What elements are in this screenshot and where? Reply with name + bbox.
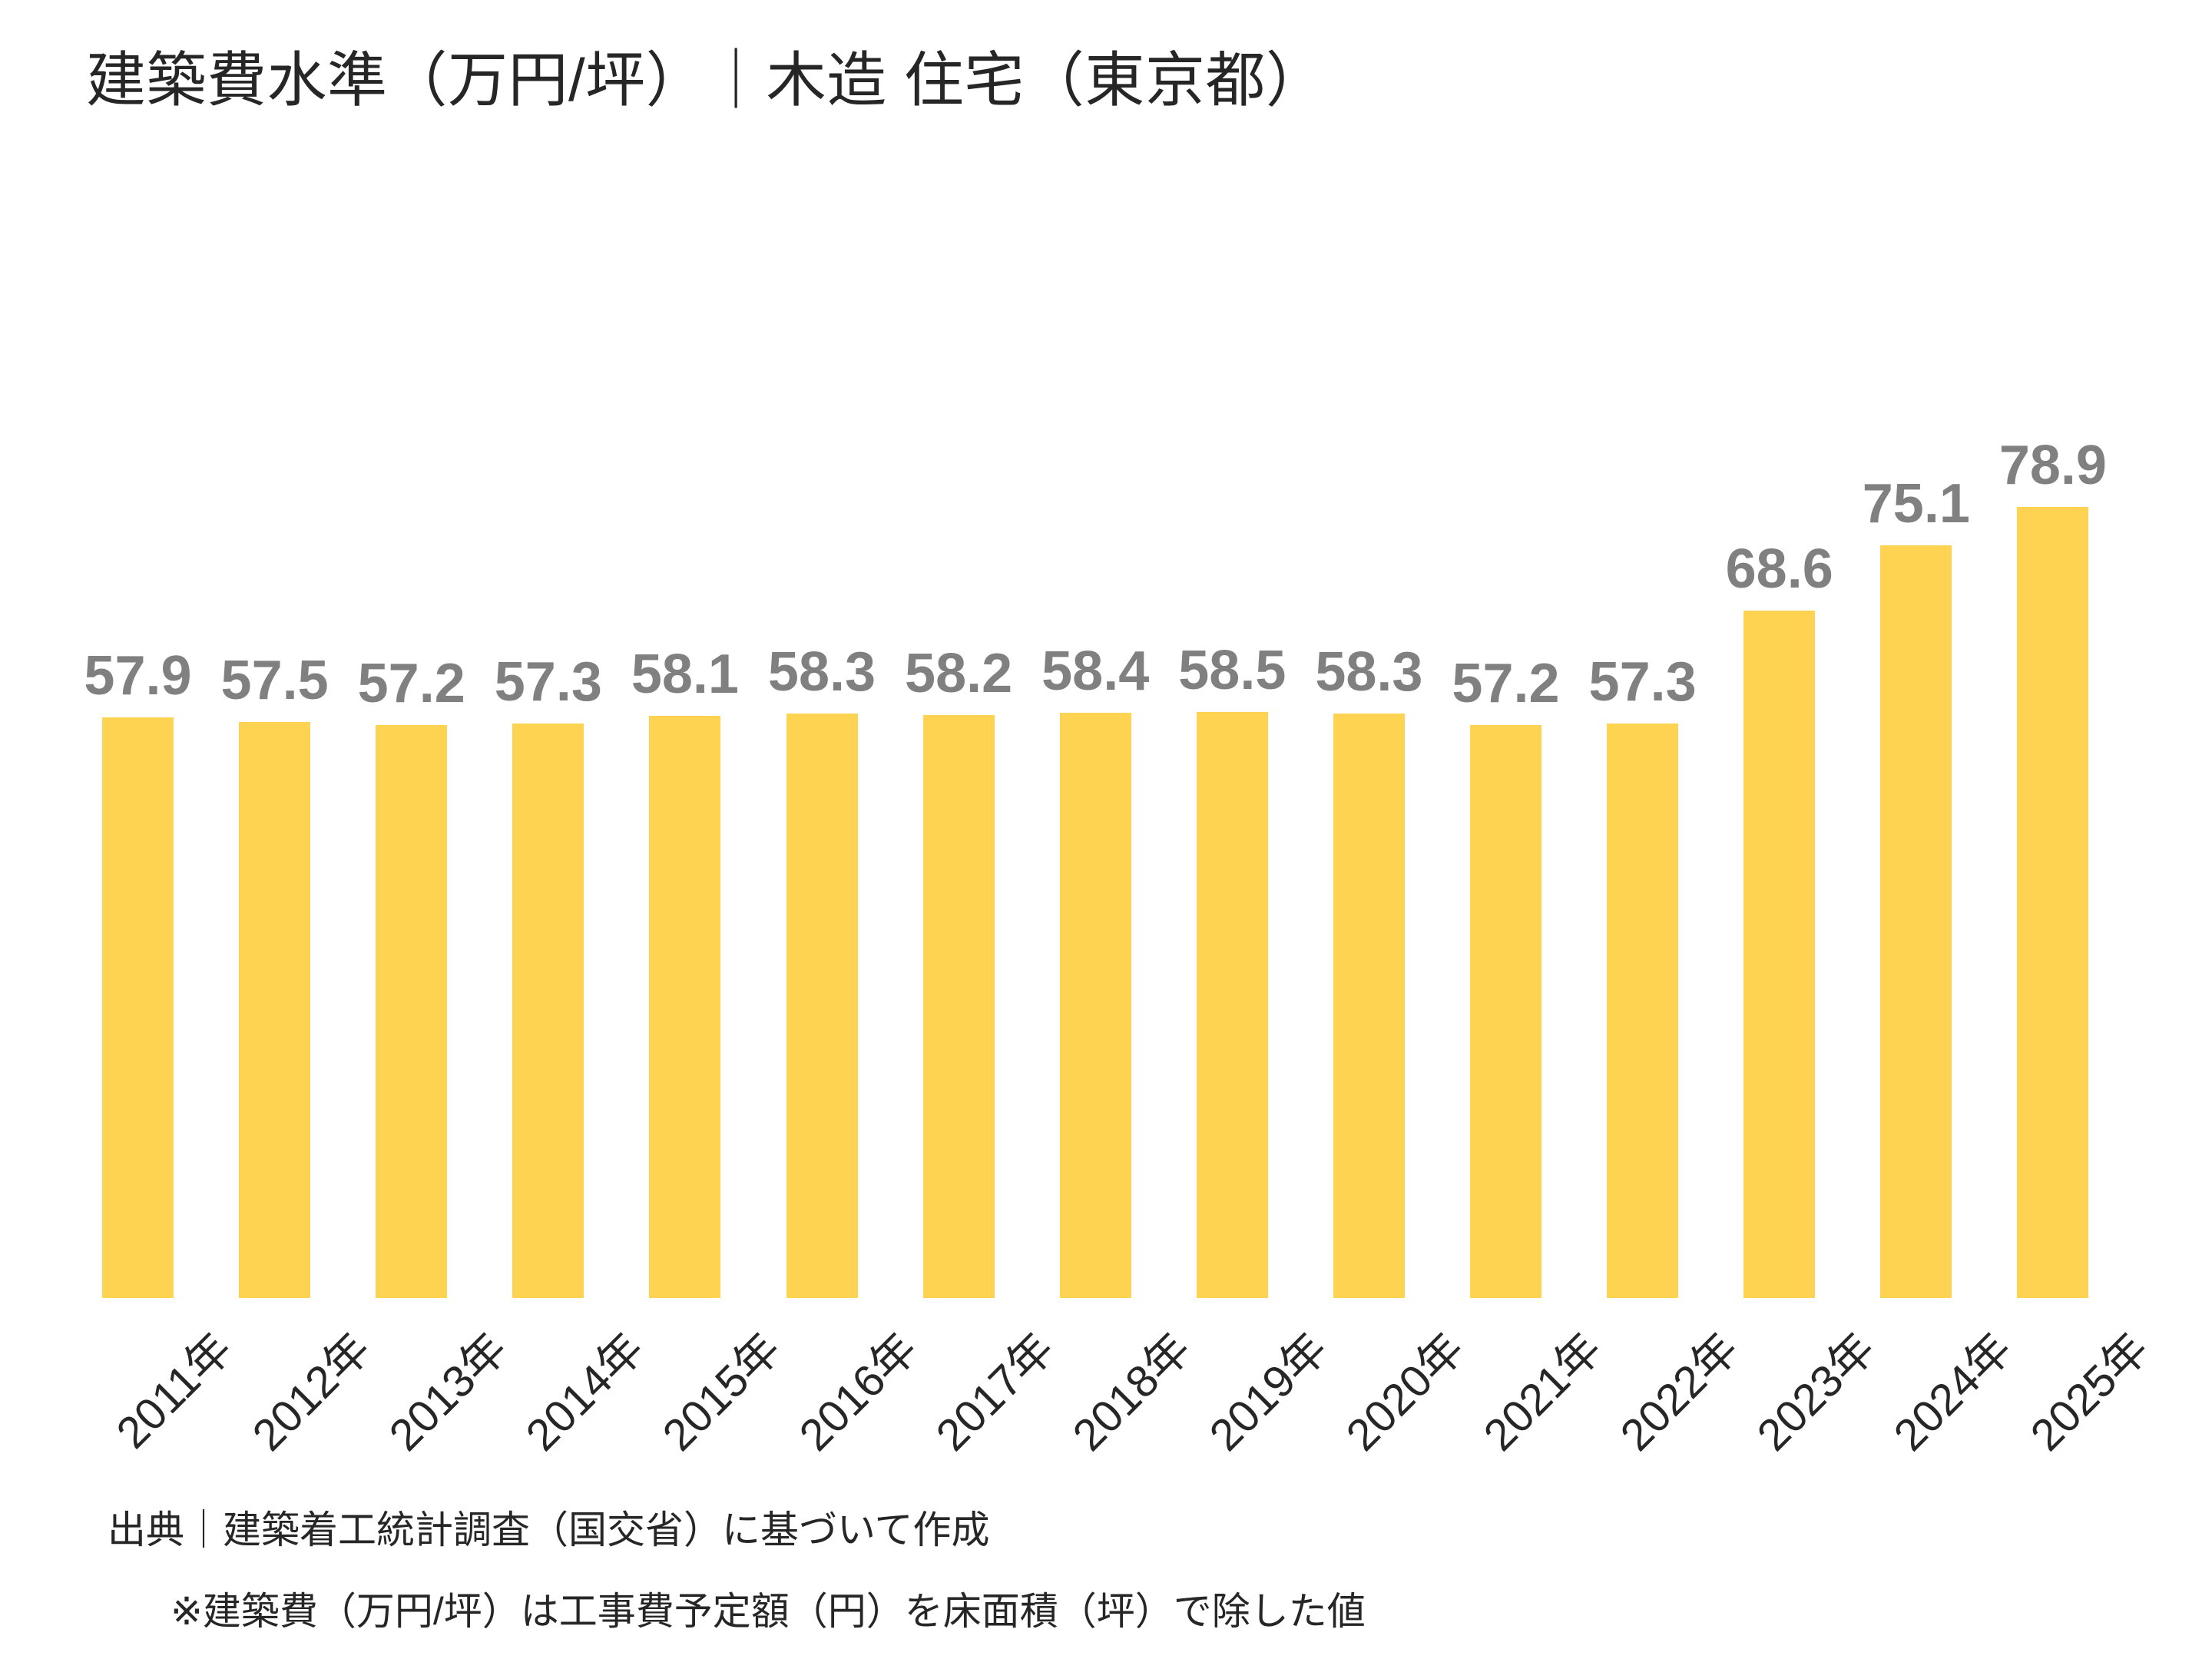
bar-value-label: 57.5 bbox=[220, 649, 329, 711]
footnote-source: 出典｜建築着工統計調査（国交省）に基づいて作成 bbox=[108, 1508, 990, 1551]
bar-value-label: 58.3 bbox=[1315, 641, 1423, 704]
page-title: 建築費水準（万円/坪）｜木造 住宅（東京都） bbox=[86, 46, 1326, 114]
x-axis-tick: 2016年 bbox=[786, 1306, 926, 1498]
x-axis-tick: 2011年 bbox=[102, 1306, 241, 1498]
bar-value-label: 57.9 bbox=[84, 645, 192, 707]
bar[interactable] bbox=[1607, 724, 1679, 1298]
bar-value-label: 58.5 bbox=[1178, 639, 1286, 701]
x-axis-tick-label: 2019年 bbox=[1200, 1323, 1337, 1461]
bar[interactable] bbox=[2017, 507, 2089, 1298]
x-axis-tick: 2017年 bbox=[923, 1306, 1064, 1498]
x-axis-tick-label: 2011年 bbox=[106, 1323, 242, 1459]
bar[interactable] bbox=[1743, 610, 1816, 1298]
plot-area: 57.9 57.5 57.2 57.3 58.1 58.3 58.2 58.4 58.5 58.3… bbox=[84, 435, 2107, 1298]
x-axis-tick-label: 2023年 bbox=[1747, 1323, 1885, 1461]
x-axis-tick: 2012年 bbox=[239, 1306, 379, 1498]
x-axis-tick: 2014年 bbox=[512, 1306, 653, 1498]
bar-value-label: 78.9 bbox=[1998, 435, 2107, 497]
x-axis-tick: 2022年 bbox=[1607, 1306, 1747, 1498]
bar-value-label: 57.3 bbox=[494, 651, 602, 714]
bar-value-label: 58.4 bbox=[1041, 640, 1150, 702]
x-axis-tick-label: 2016年 bbox=[790, 1323, 927, 1461]
x-axis-tick-label: 2024年 bbox=[1884, 1323, 2022, 1461]
bar[interactable] bbox=[649, 715, 721, 1298]
x-axis-tick: 2013年 bbox=[376, 1306, 516, 1498]
x-axis-tick: 2023年 bbox=[1743, 1306, 1884, 1498]
x-axis-tick: 2015年 bbox=[649, 1306, 790, 1498]
x-axis-tick: 2020年 bbox=[1333, 1306, 1474, 1498]
bar[interactable] bbox=[1470, 724, 1541, 1298]
bar[interactable] bbox=[922, 714, 995, 1298]
x-axis: 2011年 2012年 2013年 2014年 2015年 2016年 2017年 2018年… bbox=[0, 1306, 2212, 1505]
bar[interactable] bbox=[1196, 711, 1268, 1298]
bar[interactable] bbox=[512, 724, 584, 1298]
bar-value-label: 57.2 bbox=[357, 652, 465, 714]
x-axis-tick: 2021年 bbox=[1470, 1306, 1611, 1498]
bar[interactable] bbox=[1059, 712, 1131, 1298]
bar-value-label: 57.3 bbox=[1588, 651, 1697, 714]
x-axis-tick-label: 2015年 bbox=[653, 1323, 790, 1461]
x-axis-tick-label: 2018年 bbox=[1063, 1323, 1200, 1461]
bar[interactable] bbox=[102, 717, 174, 1298]
x-axis-tick-label: 2020年 bbox=[1336, 1323, 1475, 1461]
bar-value-label: 58.3 bbox=[767, 641, 876, 704]
x-axis-tick: 2018年 bbox=[1060, 1306, 1200, 1498]
x-axis-tick-label: 2013年 bbox=[379, 1323, 517, 1461]
bar[interactable] bbox=[376, 724, 448, 1298]
x-axis-tick-label: 2014年 bbox=[516, 1323, 654, 1461]
footnote-note: ※建築費（万円/坪）は工事費予定額（円）を床面積（坪）で除した値 bbox=[171, 1590, 1366, 1633]
bar-value-label: 57.2 bbox=[1452, 652, 1560, 714]
bar-value-label: 75.1 bbox=[1862, 472, 1970, 535]
bar[interactable] bbox=[786, 714, 858, 1298]
x-axis-tick-label: 2021年 bbox=[1473, 1323, 1611, 1461]
x-axis-tick: 2025年 bbox=[2017, 1306, 2157, 1498]
x-axis-tick-label: 2022年 bbox=[1611, 1323, 1748, 1461]
x-axis-tick-label: 2025年 bbox=[2021, 1323, 2158, 1461]
x-axis-tick: 2019年 bbox=[1197, 1306, 1337, 1498]
bar[interactable] bbox=[239, 721, 311, 1298]
bar[interactable] bbox=[1333, 714, 1405, 1298]
bar-value-label: 58.2 bbox=[905, 642, 1013, 704]
bar-value-label: 68.6 bbox=[1725, 538, 1833, 600]
x-axis-tick-label: 2012年 bbox=[243, 1323, 380, 1461]
x-axis-tick: 2024年 bbox=[1880, 1306, 2021, 1498]
x-axis-tick-label: 2017年 bbox=[926, 1323, 1064, 1461]
bar[interactable] bbox=[1880, 545, 1952, 1298]
bar-value-label: 58.1 bbox=[631, 643, 739, 705]
